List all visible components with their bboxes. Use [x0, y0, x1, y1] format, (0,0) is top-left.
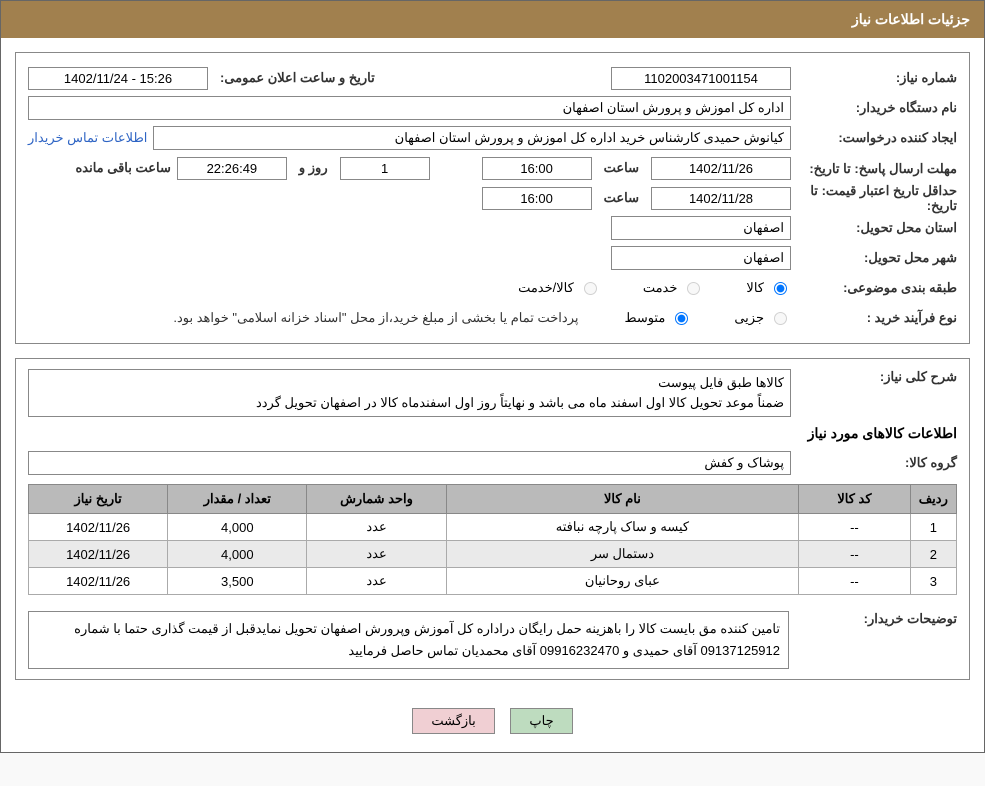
label-deadline-1: مهلت ارسال پاسخ:: [854, 161, 957, 176]
field-time-left: 22:26:49: [177, 157, 287, 180]
main-container: جزئیات اطلاعات نیاز شماره نیاز: 11020034…: [0, 0, 985, 753]
treasury-note: پرداخت تمام یا بخشی از مبلغ خرید،از محل …: [173, 310, 582, 326]
label-city: شهر محل تحویل:: [797, 250, 957, 266]
label-need-no: شماره نیاز:: [797, 70, 957, 86]
table-cell: 3: [910, 568, 956, 595]
label-class-service: خدمت: [643, 280, 678, 296]
label-buyer-org: نام دستگاه خریدار:: [797, 100, 957, 116]
field-buyer-note: تامین کننده مق بایست کالا را باهزینه حمل…: [28, 611, 789, 669]
label-class-goods: کالا: [746, 280, 764, 296]
field-announce-dt: 1402/11/24 - 15:26: [28, 67, 208, 90]
field-buyer-org: اداره کل اموزش و پرورش استان اصفهان: [28, 96, 791, 120]
label-hour-2: ساعت: [598, 190, 645, 206]
table-cell: 1402/11/26: [29, 514, 168, 541]
field-desc: کالاها طبق فایل پیوست ضمناً موعد تحویل ک…: [28, 369, 791, 417]
radio-class-both[interactable]: [584, 282, 597, 295]
th-code: کد کالا: [799, 485, 910, 514]
items-panel: شرح کلی نیاز: کالاها طبق فایل پیوست ضمنا…: [15, 358, 970, 680]
label-remain: ساعت باقی مانده: [75, 160, 170, 176]
details-panel: شماره نیاز: 1102003471001154 تاریخ و ساع…: [15, 52, 970, 344]
th-name: نام کالا: [446, 485, 799, 514]
label-announce: تاریخ و ساعت اعلان عمومی:: [214, 70, 381, 86]
th-row: ردیف: [910, 485, 956, 514]
label-deadline: مهلت ارسال پاسخ: تا تاریخ:: [797, 161, 957, 176]
radio-class-goods[interactable]: [774, 282, 787, 295]
table-cell: عدد: [307, 541, 446, 568]
label-pt-partial: جزیی: [734, 310, 764, 326]
table-cell: 1402/11/26: [29, 541, 168, 568]
field-requester: کیانوش حمیدی کارشناس خرید اداره کل اموزش…: [153, 126, 791, 150]
link-contact-buyer[interactable]: اطلاعات تماس خریدار: [28, 130, 147, 146]
label-validity: حداقل تاریخ اعتبار قیمت: تا تاریخ:: [797, 183, 957, 213]
label-group: گروه کالا:: [797, 455, 957, 471]
table-cell: --: [799, 541, 910, 568]
radio-class-service[interactable]: [687, 282, 700, 295]
table-cell: 1402/11/26: [29, 568, 168, 595]
table-row: 2--دستمال سرعدد4,0001402/11/26: [29, 541, 957, 568]
table-cell: 3,500: [168, 568, 307, 595]
field-deadline-hour: 16:00: [482, 157, 592, 180]
field-province: اصفهان: [611, 216, 791, 240]
print-button[interactable]: چاپ: [510, 708, 572, 734]
label-validity-1: حداقل تاریخ اعتبار قیمت:: [822, 183, 957, 198]
label-deadline-2: تا تاریخ:: [809, 161, 850, 176]
field-need-no: 1102003471001154: [611, 67, 791, 90]
th-unit: واحد شمارش: [307, 485, 446, 514]
label-class-both: کالا/خدمت: [518, 280, 574, 296]
label-purchase-type: نوع فرآیند خرید :: [797, 310, 957, 326]
button-bar: چاپ بازگشت: [1, 694, 984, 752]
field-city: اصفهان: [611, 246, 791, 270]
label-day-and: روز و: [293, 160, 334, 176]
table-cell: عبای روحانیان: [446, 568, 799, 595]
table-cell: --: [799, 514, 910, 541]
table-cell: 1: [910, 514, 956, 541]
items-table: ردیف کد کالا نام کالا واحد شمارش تعداد /…: [28, 484, 957, 595]
table-row: 1--کیسه و ساک پارچه نبافتهعدد4,0001402/1…: [29, 514, 957, 541]
label-class: طبقه بندی موضوعی:: [797, 280, 957, 296]
back-button[interactable]: بازگشت: [412, 708, 494, 734]
radio-pt-partial[interactable]: [774, 312, 787, 325]
table-cell: عدد: [307, 568, 446, 595]
radio-pt-medium[interactable]: [675, 312, 688, 325]
items-section-title: اطلاعات کالاهای مورد نیاز: [28, 425, 957, 442]
table-cell: 4,000: [168, 514, 307, 541]
page-title-bar: جزئیات اطلاعات نیاز: [1, 1, 984, 38]
label-province: استان محل تحویل:: [797, 220, 957, 236]
field-group: پوشاک و کفش: [28, 451, 791, 475]
label-buyer-note: توضیحات خریدار:: [797, 605, 957, 627]
table-cell: کیسه و ساک پارچه نبافته: [446, 514, 799, 541]
table-cell: دستمال سر: [446, 541, 799, 568]
label-hour-1: ساعت: [598, 160, 645, 176]
table-cell: عدد: [307, 514, 446, 541]
th-qty: تعداد / مقدار: [168, 485, 307, 514]
table-cell: --: [799, 568, 910, 595]
field-days-left: 1: [340, 157, 430, 180]
field-validity-date: 1402/11/28: [651, 187, 791, 210]
label-requester: ایجاد کننده درخواست:: [797, 130, 957, 146]
field-validity-hour: 16:00: [482, 187, 592, 210]
label-pt-medium: متوسط: [624, 310, 665, 326]
label-desc: شرح کلی نیاز:: [797, 369, 957, 385]
table-header-row: ردیف کد کالا نام کالا واحد شمارش تعداد /…: [29, 485, 957, 514]
th-date: تاریخ نیاز: [29, 485, 168, 514]
table-row: 3--عبای روحانیانعدد3,5001402/11/26: [29, 568, 957, 595]
table-cell: 2: [910, 541, 956, 568]
field-deadline-date: 1402/11/26: [651, 157, 791, 180]
table-cell: 4,000: [168, 541, 307, 568]
